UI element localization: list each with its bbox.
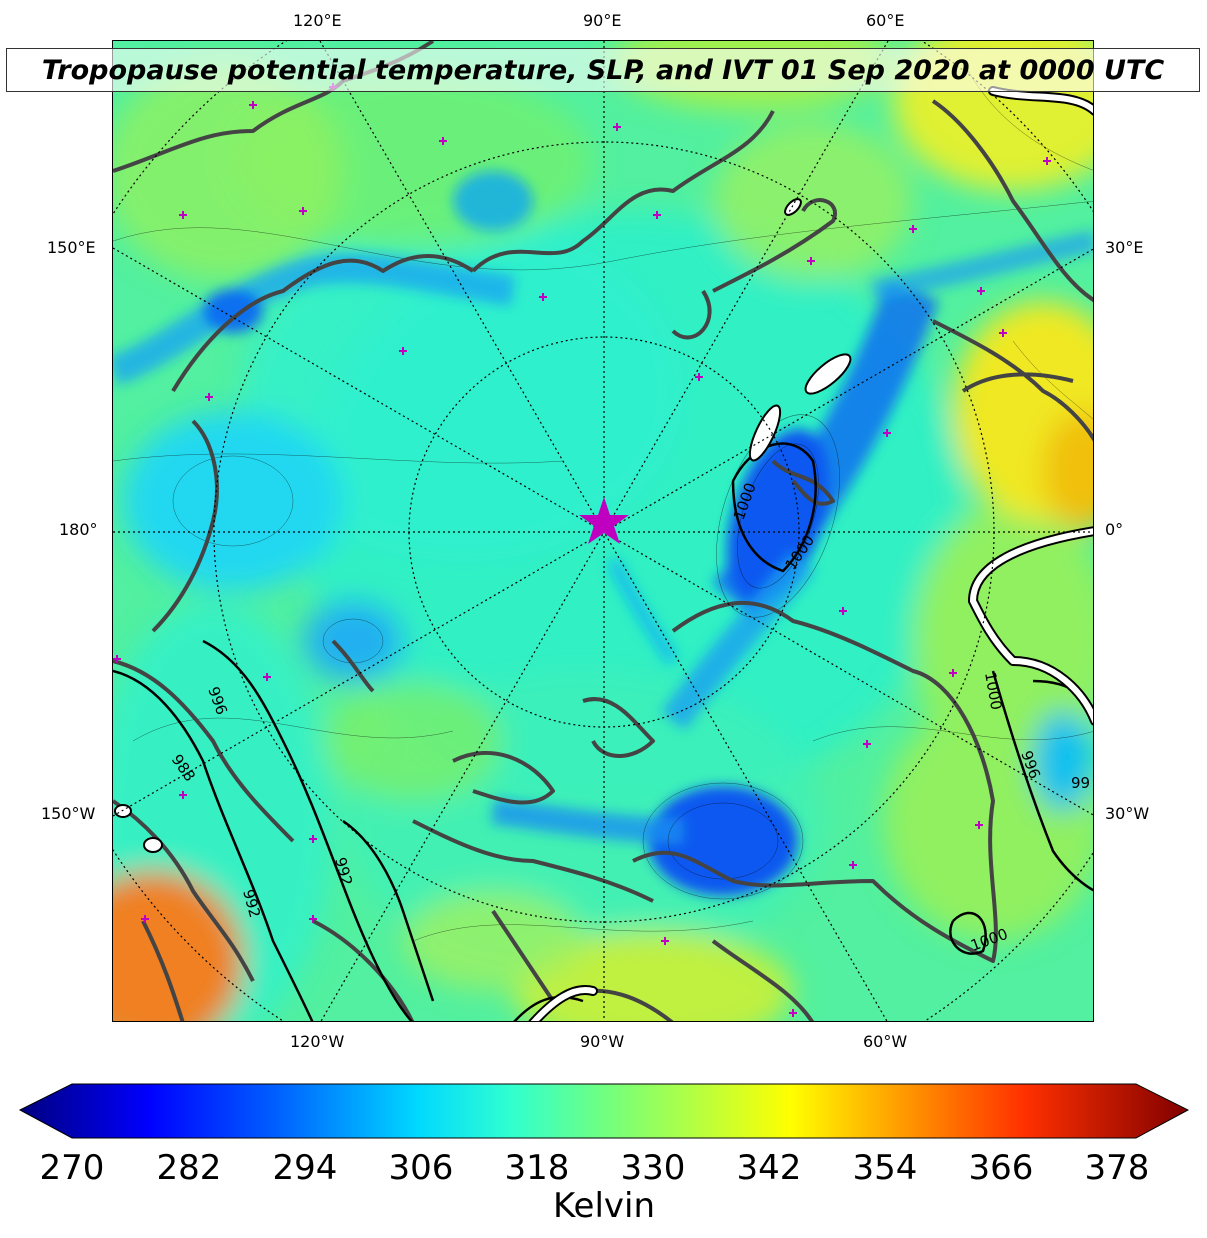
theta-field-shading (113, 41, 1093, 1021)
colorbar-tick: 282 (156, 1148, 222, 1188)
lon-label-left: 150°E (47, 238, 96, 257)
colorbar-tick: 378 (1084, 1148, 1150, 1188)
map-panel: 1000 1000 996 988 992 992 1000 996 99 10… (112, 40, 1094, 1022)
colorbar-label: Kelvin (552, 1186, 656, 1226)
colorbar-tick: 342 (736, 1148, 802, 1188)
pole-star-icon (579, 497, 629, 544)
lon-label-top: 60°E (866, 11, 905, 30)
ivt-contours (114, 198, 852, 853)
lon-label-right: 30°W (1105, 804, 1150, 823)
lon-label-right: 0° (1105, 520, 1124, 539)
lon-label-left: 180° (59, 520, 98, 539)
isobar-label: 99 (1071, 774, 1090, 792)
colorbar-tick: 330 (620, 1148, 686, 1188)
lon-label-top: 120°E (293, 11, 342, 30)
lon-label-bottom: 60°W (863, 1032, 908, 1051)
colorbar-tick: 354 (852, 1148, 918, 1188)
colorbar-tick: 294 (272, 1148, 338, 1188)
colorbar-tick: 270 (39, 1148, 105, 1188)
map-canvas: 1000 1000 996 988 992 992 1000 996 99 10… (113, 41, 1093, 1021)
map-title: Tropopause potential temperature, SLP, a… (41, 54, 1165, 86)
station-markers (113, 83, 1051, 1017)
lon-label-top: 90°E (583, 11, 622, 30)
low-theta-features (113, 171, 1093, 896)
colorbar-tick: 306 (388, 1148, 454, 1188)
slp-isobars (113, 442, 1093, 1021)
theta-contours (113, 60, 1093, 942)
lon-label-bottom: 120°W (290, 1032, 345, 1051)
colorbar (18, 1083, 1190, 1139)
colorbar-tick: 366 (968, 1148, 1034, 1188)
lon-label-left: 150°W (41, 804, 96, 823)
lon-label-right: 30°E (1105, 238, 1144, 257)
colorbar-tick: 318 (504, 1148, 570, 1188)
title-box: Tropopause potential temperature, SLP, a… (6, 48, 1200, 92)
lon-label-bottom: 90°W (580, 1032, 625, 1051)
